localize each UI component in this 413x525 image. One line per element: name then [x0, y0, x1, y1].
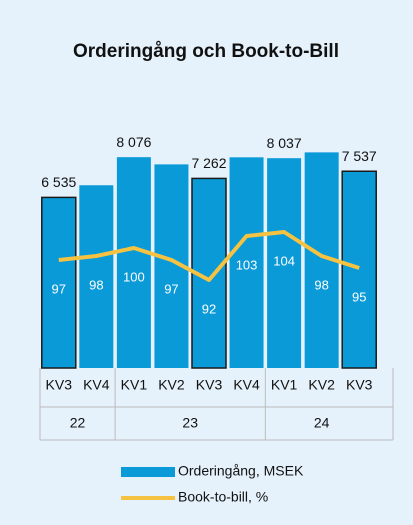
x-tick-label: KV1: [121, 377, 148, 393]
x-tick-label: KV2: [158, 377, 185, 393]
data-label: 92: [202, 301, 216, 316]
line: [58, 230, 360, 282]
legend-label: Orderingång, MSEK: [178, 463, 304, 479]
bar: [79, 185, 114, 368]
chart-title: Orderingång och Book-to-Bill: [73, 41, 339, 62]
data-label: 8 076: [116, 134, 151, 150]
data-label: 100: [123, 269, 145, 284]
x-tick-label: KV4: [83, 377, 110, 393]
group-label: 23: [182, 415, 198, 431]
x-tick-label: KV3: [196, 377, 223, 393]
legend-swatch: [121, 467, 175, 477]
data-label: 103: [236, 257, 258, 272]
x-tick-label: KV3: [346, 377, 373, 393]
data-label: 97: [52, 281, 66, 296]
bar: [341, 170, 377, 369]
bar: [267, 158, 302, 368]
data-label: 98: [314, 277, 328, 292]
data-label: 97: [164, 281, 178, 296]
group-label: 22: [70, 415, 86, 431]
data-label: 7 262: [191, 155, 226, 171]
data-label: 6 535: [41, 174, 76, 190]
bar: [41, 196, 77, 369]
bar: [116, 157, 151, 368]
group-label: 24: [314, 415, 330, 431]
bar: [229, 157, 264, 368]
x-tick-label: KV2: [308, 377, 335, 393]
legend-label: Book-to-bill, %: [178, 489, 268, 505]
x-tick-label: KV3: [46, 377, 73, 393]
x-tick-label: KV4: [233, 377, 260, 393]
data-label: 98: [89, 277, 103, 292]
data-label: 8 037: [267, 135, 302, 151]
data-label: 7 537: [342, 148, 377, 164]
data-label: 95: [352, 289, 366, 304]
data-label: 104: [273, 253, 295, 268]
x-tick-label: KV1: [271, 377, 298, 393]
